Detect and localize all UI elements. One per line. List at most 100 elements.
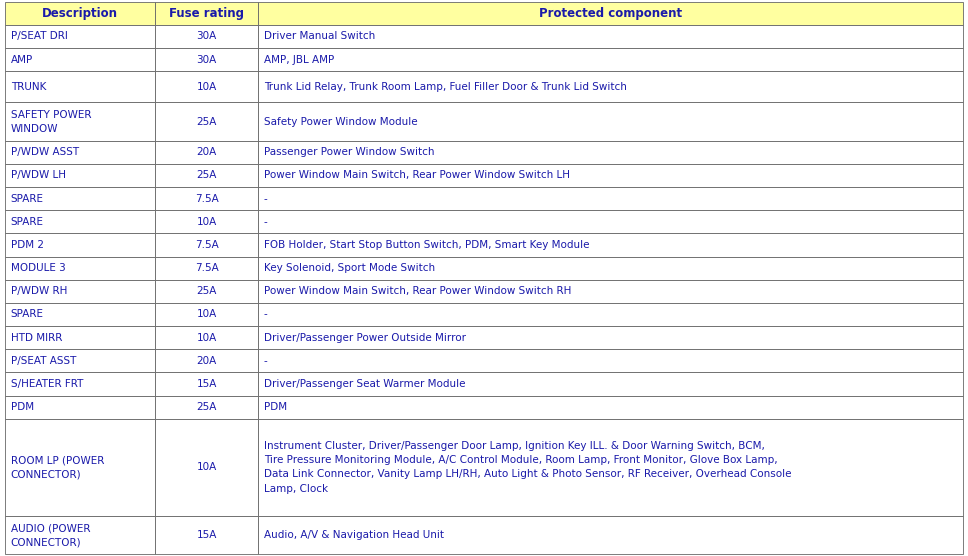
Bar bbox=[257, 164, 963, 187]
Bar bbox=[5, 419, 155, 516]
Text: 30A: 30A bbox=[197, 54, 217, 64]
Bar bbox=[257, 71, 963, 102]
Text: AMP, JBL AMP: AMP, JBL AMP bbox=[263, 54, 334, 64]
Text: P/SEAT DRI: P/SEAT DRI bbox=[11, 32, 68, 42]
Bar bbox=[5, 2, 155, 25]
Text: SAFETY POWER: SAFETY POWER bbox=[11, 110, 91, 120]
Text: 25A: 25A bbox=[197, 171, 217, 181]
Text: Description: Description bbox=[42, 7, 118, 20]
Bar bbox=[5, 516, 155, 554]
Bar bbox=[5, 48, 155, 71]
Bar bbox=[5, 303, 155, 326]
Text: CONNECTOR): CONNECTOR) bbox=[11, 469, 81, 479]
Text: Tire Pressure Monitoring Module, A/C Control Module, Room Lamp, Front Monitor, G: Tire Pressure Monitoring Module, A/C Con… bbox=[263, 455, 777, 465]
Text: AUDIO (POWER: AUDIO (POWER bbox=[11, 523, 90, 533]
Bar bbox=[5, 326, 155, 349]
Bar bbox=[257, 419, 963, 516]
Bar bbox=[257, 234, 963, 256]
Bar bbox=[257, 373, 963, 396]
Text: -: - bbox=[263, 356, 267, 366]
Text: 20A: 20A bbox=[197, 147, 217, 157]
Text: ROOM LP (POWER: ROOM LP (POWER bbox=[11, 455, 104, 465]
Bar bbox=[257, 141, 963, 164]
Bar bbox=[5, 373, 155, 396]
Text: 7.5A: 7.5A bbox=[195, 193, 219, 203]
Bar bbox=[5, 210, 155, 234]
Text: 10A: 10A bbox=[197, 463, 217, 473]
Text: SPARE: SPARE bbox=[11, 193, 44, 203]
Text: -: - bbox=[263, 217, 267, 227]
Bar bbox=[5, 349, 155, 373]
Bar bbox=[257, 516, 963, 554]
Text: Passenger Power Window Switch: Passenger Power Window Switch bbox=[263, 147, 434, 157]
Text: Trunk Lid Relay, Trunk Room Lamp, Fuel Filler Door & Trunk Lid Switch: Trunk Lid Relay, Trunk Room Lamp, Fuel F… bbox=[263, 82, 626, 92]
Bar bbox=[257, 210, 963, 234]
Bar bbox=[257, 2, 963, 25]
Bar bbox=[5, 256, 155, 280]
Bar bbox=[257, 326, 963, 349]
Text: 10A: 10A bbox=[197, 217, 217, 227]
Text: 10A: 10A bbox=[197, 332, 217, 342]
Text: 25A: 25A bbox=[197, 117, 217, 127]
Text: Driver Manual Switch: Driver Manual Switch bbox=[263, 32, 375, 42]
Bar bbox=[155, 396, 257, 419]
Bar bbox=[155, 71, 257, 102]
Bar bbox=[5, 25, 155, 48]
Bar bbox=[155, 102, 257, 141]
Bar bbox=[257, 303, 963, 326]
Bar bbox=[155, 141, 257, 164]
Text: 30A: 30A bbox=[197, 32, 217, 42]
Text: Instrument Cluster, Driver/Passenger Door Lamp, Ignition Key ILL. & Door Warning: Instrument Cluster, Driver/Passenger Doo… bbox=[263, 441, 765, 451]
Bar bbox=[257, 280, 963, 303]
Text: -: - bbox=[263, 310, 267, 320]
Text: PDM 2: PDM 2 bbox=[11, 240, 44, 250]
Text: Lamp, Clock: Lamp, Clock bbox=[263, 484, 328, 494]
Bar bbox=[155, 349, 257, 373]
Bar bbox=[155, 516, 257, 554]
Bar bbox=[257, 25, 963, 48]
Text: P/WDW ASST: P/WDW ASST bbox=[11, 147, 78, 157]
Text: Driver/Passenger Power Outside Mirror: Driver/Passenger Power Outside Mirror bbox=[263, 332, 466, 342]
Bar bbox=[5, 164, 155, 187]
Text: SPARE: SPARE bbox=[11, 310, 44, 320]
Bar bbox=[5, 141, 155, 164]
Text: WINDOW: WINDOW bbox=[11, 123, 58, 133]
Bar bbox=[155, 234, 257, 256]
Text: S/HEATER FRT: S/HEATER FRT bbox=[11, 379, 83, 389]
Bar bbox=[155, 48, 257, 71]
Bar bbox=[5, 280, 155, 303]
Text: P/SEAT ASST: P/SEAT ASST bbox=[11, 356, 76, 366]
Bar bbox=[257, 187, 963, 210]
Bar bbox=[5, 187, 155, 210]
Text: 7.5A: 7.5A bbox=[195, 263, 219, 273]
Bar bbox=[5, 234, 155, 256]
Text: Audio, A/V & Navigation Head Unit: Audio, A/V & Navigation Head Unit bbox=[263, 530, 443, 540]
Bar bbox=[155, 280, 257, 303]
Text: -: - bbox=[263, 193, 267, 203]
Text: Protected component: Protected component bbox=[539, 7, 682, 20]
Text: CONNECTOR): CONNECTOR) bbox=[11, 537, 81, 547]
Bar bbox=[155, 303, 257, 326]
Text: 25A: 25A bbox=[197, 286, 217, 296]
Bar bbox=[5, 102, 155, 141]
Bar bbox=[155, 326, 257, 349]
Bar bbox=[257, 396, 963, 419]
Text: 15A: 15A bbox=[197, 530, 217, 540]
Bar bbox=[155, 25, 257, 48]
Text: FOB Holder, Start Stop Button Switch, PDM, Smart Key Module: FOB Holder, Start Stop Button Switch, PD… bbox=[263, 240, 590, 250]
Text: 20A: 20A bbox=[197, 356, 217, 366]
Text: 10A: 10A bbox=[197, 310, 217, 320]
Bar bbox=[155, 419, 257, 516]
Text: AMP: AMP bbox=[11, 54, 33, 64]
Text: PDM: PDM bbox=[11, 402, 34, 412]
Text: 7.5A: 7.5A bbox=[195, 240, 219, 250]
Text: MODULE 3: MODULE 3 bbox=[11, 263, 66, 273]
Bar bbox=[155, 2, 257, 25]
Text: Safety Power Window Module: Safety Power Window Module bbox=[263, 117, 417, 127]
Text: HTD MIRR: HTD MIRR bbox=[11, 332, 62, 342]
Text: 25A: 25A bbox=[197, 402, 217, 412]
Text: SPARE: SPARE bbox=[11, 217, 44, 227]
Text: Power Window Main Switch, Rear Power Window Switch RH: Power Window Main Switch, Rear Power Win… bbox=[263, 286, 571, 296]
Bar bbox=[257, 349, 963, 373]
Text: 10A: 10A bbox=[197, 82, 217, 92]
